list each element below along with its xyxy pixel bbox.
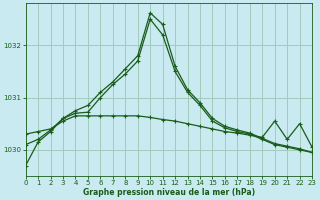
X-axis label: Graphe pression niveau de la mer (hPa): Graphe pression niveau de la mer (hPa): [83, 188, 255, 197]
